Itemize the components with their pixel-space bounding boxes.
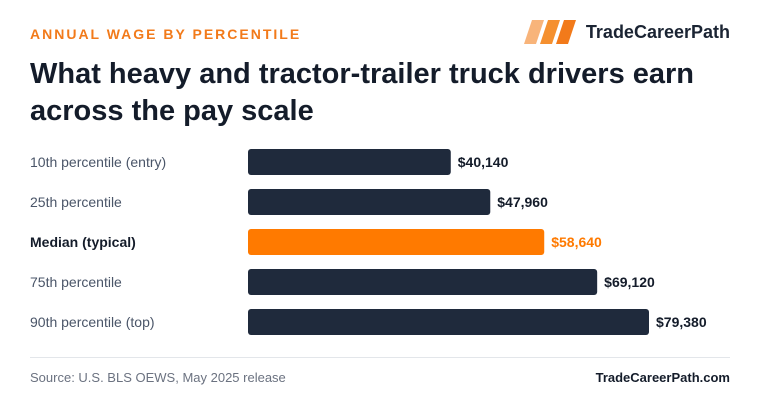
source-note: Source: U.S. BLS OEWS, May 2025 release bbox=[30, 370, 286, 385]
value-label: $47,960 bbox=[497, 194, 548, 210]
brand-logo-icon bbox=[523, 20, 576, 44]
value-label: $79,380 bbox=[656, 314, 707, 330]
bar bbox=[248, 309, 649, 335]
category-label: 75th percentile bbox=[30, 274, 122, 290]
bar bbox=[248, 189, 491, 215]
footer-divider bbox=[30, 357, 730, 358]
brand: TradeCareerPath bbox=[523, 20, 730, 44]
bar bbox=[248, 149, 451, 175]
category-label: 10th percentile (entry) bbox=[30, 154, 166, 170]
category-label: 25th percentile bbox=[30, 194, 122, 210]
value-label: $69,120 bbox=[604, 274, 655, 290]
bar-chart: 10th percentile (entry) $40,140 25th perce… bbox=[30, 149, 707, 335]
value-label: $58,640 bbox=[551, 234, 602, 250]
value-label: $40,140 bbox=[458, 154, 509, 170]
brand-name: TradeCareerPath bbox=[585, 21, 730, 42]
category-label: Median (typical) bbox=[30, 234, 136, 250]
eyebrow-label: ANNUAL WAGE BY PERCENTILE bbox=[30, 26, 302, 42]
bar bbox=[248, 229, 545, 255]
chart-title: What heavy and tractor-trailer truck dri… bbox=[30, 58, 695, 127]
category-label: 90th percentile (top) bbox=[30, 314, 155, 330]
bar bbox=[248, 269, 598, 295]
site-url: TradeCareerPath.com bbox=[595, 370, 730, 385]
